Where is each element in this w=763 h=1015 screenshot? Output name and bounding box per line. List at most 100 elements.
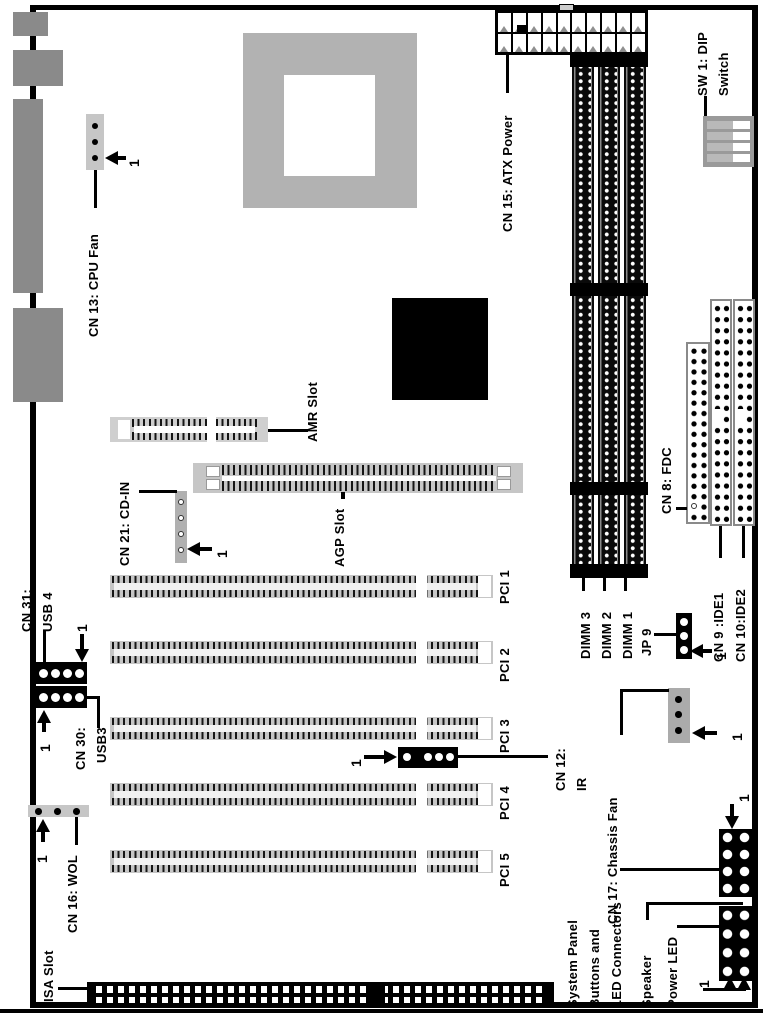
- leader-wol: [75, 817, 78, 845]
- pci-center-strip: [114, 583, 476, 590]
- fdc-pins: [689, 345, 707, 521]
- usb4-header: [36, 662, 87, 684]
- pin-dot: [54, 808, 61, 815]
- wol-connector: [28, 805, 89, 817]
- pin1-label-chassis-fan: 1: [729, 733, 745, 741]
- ide1-connector: [710, 299, 732, 526]
- amr-key-notch: [207, 417, 216, 442]
- pci-key-notch: [416, 641, 427, 664]
- atx-cell: [586, 12, 602, 33]
- leader-amr: [268, 429, 308, 432]
- label-pci-4: PCI 4: [497, 785, 512, 820]
- pci-key-notch: [416, 575, 427, 598]
- leader-led-connectors: [620, 868, 719, 871]
- leader-dimm1: [624, 577, 627, 591]
- pin1-arrow-chassis-fan: [692, 725, 717, 740]
- leader-usb4: [43, 630, 46, 663]
- pin1-arrow-usb3: [36, 710, 51, 732]
- pin-dot: [92, 155, 98, 161]
- pin1-label-usb4: 1: [74, 624, 90, 632]
- label-agp-slot: AGP Slot: [332, 508, 347, 567]
- dip-handle: [707, 143, 733, 151]
- pci-hatch: [112, 798, 478, 805]
- isa-pins-row: [96, 986, 545, 993]
- label-system-panel: System Panel Buttons and LED Connectors: [565, 901, 624, 1008]
- label-wol: CN 16: WOL: [65, 854, 80, 933]
- dimm-end-cap: [570, 564, 648, 578]
- agp-cell: [206, 479, 220, 490]
- atx-cell: [616, 32, 632, 53]
- page-rule: [0, 1009, 763, 1013]
- leader-fdc: [676, 507, 687, 510]
- chassis-fan-connector: [668, 688, 690, 743]
- pin-dot: [177, 531, 184, 537]
- pin1-arrow-jp9: [690, 643, 712, 658]
- pin-dot: [675, 696, 682, 703]
- pin1-dot: [690, 503, 697, 509]
- panel-pins: [719, 829, 753, 897]
- amr-hatch: [132, 432, 257, 440]
- label-pci-1: PCI 1: [497, 569, 512, 604]
- agp-cell: [497, 479, 511, 490]
- leader-speaker-h: [646, 902, 743, 905]
- leader-agp: [341, 492, 345, 499]
- board-frame-right: [752, 5, 758, 1008]
- ide2-connector: [733, 299, 755, 526]
- pin-dot: [177, 547, 184, 553]
- amr-end-cap: [118, 420, 130, 439]
- atx-cell: [526, 32, 542, 53]
- pci-center-strip: [114, 791, 476, 798]
- pci-hatch: [112, 656, 478, 663]
- fdc-connector: [686, 342, 710, 524]
- pin-dot: [177, 499, 184, 505]
- pci-hatch: [112, 851, 478, 858]
- atx-cell: [541, 32, 557, 53]
- dimm-pins: [626, 61, 644, 570]
- dimm-slot-3: [572, 59, 594, 572]
- pin-dot: [680, 632, 688, 640]
- pci-key-notch: [416, 850, 427, 873]
- pci-end-cap: [478, 784, 491, 805]
- leader-cpu-fan: [94, 170, 97, 208]
- pin-dot: [92, 123, 98, 129]
- atx-cell: [631, 32, 646, 53]
- dimm-key-notch: [570, 482, 648, 495]
- amr-center-strip: [134, 426, 255, 433]
- leader-power-led: [677, 925, 719, 928]
- io-port-4: [13, 308, 63, 402]
- pin1-arrow-panel-bottom-2: [737, 977, 751, 990]
- pin-dot: [73, 808, 80, 815]
- pin1-arrow-cpu-fan: [105, 150, 126, 165]
- label-pci-5: PCI 5: [497, 852, 512, 887]
- pci-slot-2: [110, 641, 493, 664]
- ide-key-gap: [736, 409, 744, 424]
- pin-dot: [403, 753, 411, 761]
- leader-usb3-h: [86, 696, 100, 699]
- label-dimm3: DIMM 3: [578, 611, 593, 659]
- leader-ide2: [742, 526, 745, 558]
- pin1-label-ir: 1: [348, 759, 364, 767]
- leader-chassis-h: [620, 689, 669, 692]
- label-ir: CN 12: IR: [553, 748, 589, 791]
- atx-cell: [526, 12, 542, 33]
- pin-dot: [75, 668, 84, 678]
- atx-pin-mark: [517, 25, 526, 34]
- pin1-arrow-ir: [364, 749, 397, 764]
- dip-handle: [707, 121, 733, 129]
- pin-dot: [39, 668, 48, 678]
- pci-center-strip: [114, 725, 476, 732]
- pin1-arrow-panel-bottom-1: [723, 977, 737, 990]
- label-cd-in: CN 21: CD-IN: [117, 481, 132, 567]
- dimm-slot-1: [624, 59, 646, 572]
- label-dimm1: DIMM 1: [620, 611, 635, 659]
- pci-hatch: [112, 865, 478, 872]
- leader-dip-switch: [704, 96, 707, 117]
- pin-dot: [675, 727, 682, 734]
- label-ide2: CN 10:IDE2: [733, 588, 748, 662]
- pin1-label-panel-top: 1: [736, 794, 752, 802]
- agp-hatch: [222, 465, 496, 475]
- cpu-fan-connector: [86, 114, 104, 170]
- pin1-arrow-usb4: [74, 634, 89, 662]
- pin-dot: [63, 668, 72, 678]
- pci-end-cap: [478, 718, 491, 739]
